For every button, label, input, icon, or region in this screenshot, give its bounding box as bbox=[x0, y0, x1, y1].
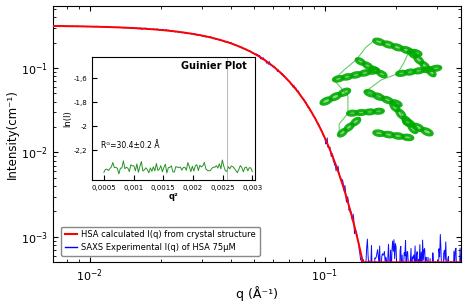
X-axis label: q (Å⁻¹): q (Å⁻¹) bbox=[236, 286, 278, 301]
Legend: HSA calculated I(q) from crystal structure, SAXS Experimental I(q) of HSA 75μM: HSA calculated I(q) from crystal structu… bbox=[62, 227, 260, 255]
Y-axis label: Intensity(cm⁻¹): Intensity(cm⁻¹) bbox=[6, 89, 19, 179]
